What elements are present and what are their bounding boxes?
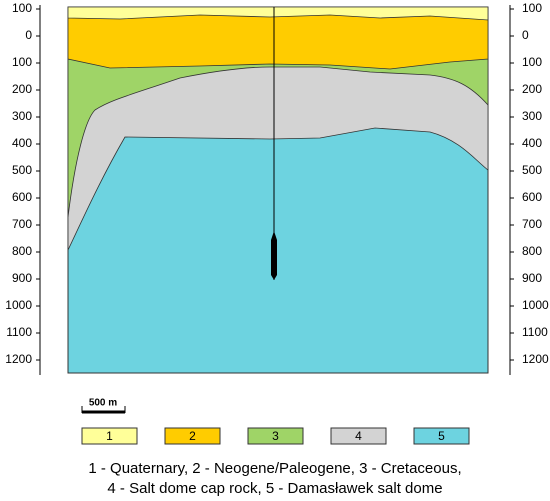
legend-label: 4 xyxy=(355,429,362,443)
legend-swatch xyxy=(164,427,221,445)
left-tick-label: 900 xyxy=(12,271,32,285)
right-tick-label: 200 xyxy=(522,82,542,96)
right-tick-label: 400 xyxy=(522,136,542,150)
legend-swatch xyxy=(413,427,470,445)
right-tick-label: 100 xyxy=(522,55,542,69)
caption-line: 4 - Salt dome cap rock, 5 - Damasławek s… xyxy=(107,480,442,497)
legend-label: 3 xyxy=(272,429,279,443)
left-tick-label: 200 xyxy=(12,82,32,96)
right-tick-label: 0 xyxy=(522,28,529,42)
left-tick-label: 300 xyxy=(12,109,32,123)
legend-label: 5 xyxy=(438,429,445,443)
right-tick-label: 1000 xyxy=(522,298,549,312)
left-tick-label: 1100 xyxy=(6,325,32,339)
legend-swatch xyxy=(247,427,304,445)
left-tick-label: 800 xyxy=(12,244,32,258)
legend-label: 1 xyxy=(106,429,113,443)
left-tick-label: 100 xyxy=(12,55,32,69)
right-tick-label: 100 xyxy=(522,1,542,15)
left-tick-label: 1200 xyxy=(5,352,32,366)
caption-line: 1 - Quaternary, 2 - Neogene/Paleogene, 3… xyxy=(88,460,461,477)
scale-bar-label: 500 m xyxy=(89,398,117,409)
left-tick-label: 0 xyxy=(25,28,32,42)
layers xyxy=(67,6,489,374)
left-tick-label: 500 xyxy=(12,163,32,177)
right-tick-label: 600 xyxy=(522,190,542,204)
left-tick-label: 1000 xyxy=(5,298,32,312)
quaternary-layer xyxy=(67,6,489,21)
neogene-layer xyxy=(67,6,489,70)
legend-swatch xyxy=(330,427,387,445)
right-tick-label: 300 xyxy=(522,109,542,123)
right-tick-label: 500 xyxy=(522,163,542,177)
left-tick-label: 700 xyxy=(12,217,32,231)
right-tick-label: 1200 xyxy=(522,352,549,366)
right-tick-label: 900 xyxy=(522,271,542,285)
legend-swatch xyxy=(81,427,138,445)
right-tick-label: 800 xyxy=(522,244,542,258)
right-tick-label: 700 xyxy=(522,217,542,231)
left-tick-label: 400 xyxy=(12,136,32,150)
legend-label: 2 xyxy=(189,429,196,443)
left-tick-label: 600 xyxy=(12,190,32,204)
left-tick-label: 100 xyxy=(12,1,32,15)
well-section xyxy=(271,231,277,280)
right-tick-label: 1100 xyxy=(522,325,548,339)
